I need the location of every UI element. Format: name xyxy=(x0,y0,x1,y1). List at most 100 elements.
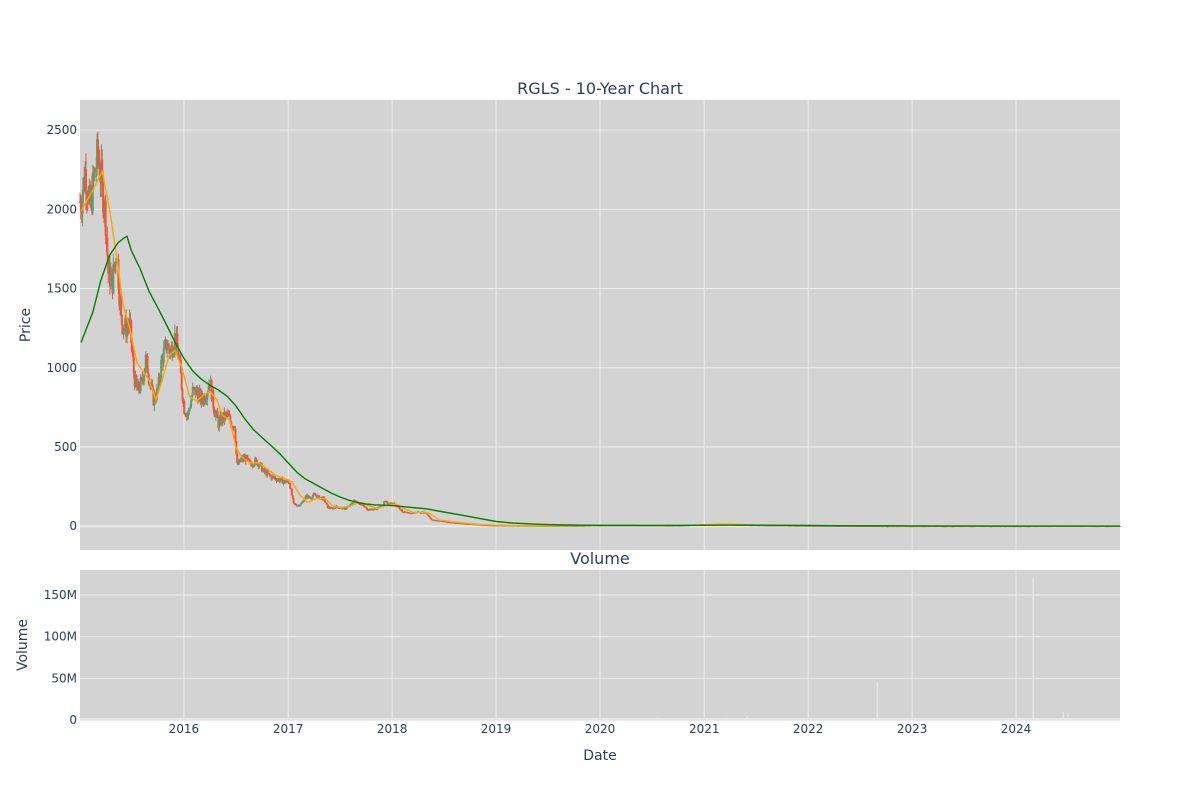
candle-body xyxy=(284,480,287,483)
x-tick-label: 2019 xyxy=(481,722,512,736)
candle-body xyxy=(96,139,99,155)
volume-bar xyxy=(1067,713,1069,720)
candle-body xyxy=(137,382,140,390)
candle-body xyxy=(271,475,274,479)
candle-body xyxy=(289,483,292,489)
x-tick-label: 2021 xyxy=(689,722,720,736)
candle-body xyxy=(326,504,329,509)
volume-y-axis-title: Volume xyxy=(15,619,31,671)
candle-body xyxy=(272,476,275,478)
candle-body xyxy=(145,355,148,357)
ma-long-line xyxy=(80,235,1120,527)
candle-body xyxy=(365,507,368,509)
candle-body xyxy=(311,496,314,499)
candle-body xyxy=(343,507,346,510)
candle-body xyxy=(239,459,242,462)
candle-body xyxy=(93,169,96,178)
candle-body xyxy=(312,494,315,497)
candle-body xyxy=(155,388,158,400)
candle-body xyxy=(101,159,104,176)
volume-bar xyxy=(746,716,748,720)
candle-body xyxy=(163,342,166,349)
candle-body xyxy=(290,488,293,496)
candle-body xyxy=(419,512,422,514)
candle-body xyxy=(276,479,279,482)
candle-body xyxy=(143,374,146,382)
candle-body xyxy=(299,504,302,506)
candle-body xyxy=(404,511,407,513)
candle-body xyxy=(216,411,219,419)
candle-body xyxy=(334,507,337,509)
volume-y-tick-label: 50M xyxy=(51,671,77,685)
candle-body xyxy=(122,329,125,334)
candle-body xyxy=(229,416,232,422)
candle-body xyxy=(208,385,211,391)
candle-body xyxy=(324,501,327,503)
candle-body xyxy=(260,462,263,464)
x-tick-label: 2024 xyxy=(1001,722,1032,736)
candle-body xyxy=(426,513,429,515)
candle-body xyxy=(430,519,433,521)
candle-body xyxy=(345,507,348,509)
candle-body xyxy=(325,502,328,505)
candle-body xyxy=(153,394,156,406)
candle-body xyxy=(430,518,433,520)
candle-body xyxy=(182,400,185,402)
candle-body xyxy=(159,378,162,381)
candle-body xyxy=(177,348,180,359)
price-y-ticks: 0 500 1000 1500 2000 2500 xyxy=(46,123,77,533)
candle-body xyxy=(181,389,184,401)
candle-body xyxy=(190,400,193,408)
candle-body xyxy=(329,508,332,510)
price-y-axis-title: Price xyxy=(18,308,34,342)
candle-body xyxy=(162,348,165,364)
volume-chart-title: Volume xyxy=(570,549,630,568)
candle-body xyxy=(274,477,277,480)
candle-body xyxy=(252,465,255,467)
candle-body xyxy=(160,359,163,379)
volume-bar xyxy=(1062,711,1065,720)
candle-body xyxy=(180,373,183,390)
candle-body xyxy=(402,512,405,514)
candle-body xyxy=(398,506,401,509)
volume-y-tick-label: 150M xyxy=(44,588,77,602)
candle-body xyxy=(427,514,430,516)
candle-body xyxy=(98,162,101,178)
volume-bar xyxy=(1032,578,1034,720)
price-y-tick-label: 0 xyxy=(69,519,77,533)
candle-body xyxy=(257,463,260,467)
candle-body xyxy=(362,504,365,506)
candle-body xyxy=(115,261,118,265)
volume-bar xyxy=(876,682,879,720)
candle-body xyxy=(371,508,374,510)
candle-body xyxy=(130,320,133,344)
candle-body xyxy=(184,413,187,415)
volume-bar xyxy=(731,717,734,720)
price-y-tick-label: 2500 xyxy=(46,123,77,137)
candle-body xyxy=(105,235,108,238)
candle-body xyxy=(212,390,215,408)
candle-body xyxy=(293,502,296,504)
candle-body xyxy=(253,464,256,466)
x-tick-label: 2022 xyxy=(793,722,824,736)
candle-body xyxy=(301,502,304,504)
candle-body xyxy=(295,504,298,506)
candle-body xyxy=(131,350,134,358)
candle-body xyxy=(254,458,257,465)
volume-y-ticks: 0 50M 100M 150M xyxy=(44,588,77,727)
candle-body xyxy=(386,501,389,504)
candle-body xyxy=(279,478,282,481)
candle-body xyxy=(233,426,236,429)
candle-body xyxy=(328,506,331,509)
candle-body xyxy=(128,318,131,328)
candle-body xyxy=(331,507,334,509)
x-tick-label: 2023 xyxy=(897,722,928,736)
candle-body xyxy=(183,401,186,414)
candle-body xyxy=(346,506,349,508)
candle-body xyxy=(296,505,299,507)
candle-body xyxy=(204,400,207,403)
candle-body xyxy=(266,471,269,476)
candle-body xyxy=(363,505,366,507)
candle-body xyxy=(236,454,239,464)
